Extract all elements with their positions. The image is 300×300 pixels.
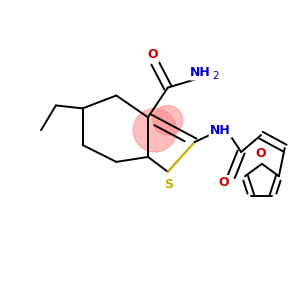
Text: O: O bbox=[148, 48, 158, 62]
Circle shape bbox=[153, 105, 183, 135]
Text: NH: NH bbox=[210, 124, 231, 137]
Text: O: O bbox=[218, 176, 229, 189]
Circle shape bbox=[133, 108, 177, 152]
Text: 2: 2 bbox=[212, 71, 219, 81]
Text: O: O bbox=[256, 148, 266, 160]
Text: NH: NH bbox=[190, 66, 211, 79]
Text: S: S bbox=[164, 178, 173, 191]
